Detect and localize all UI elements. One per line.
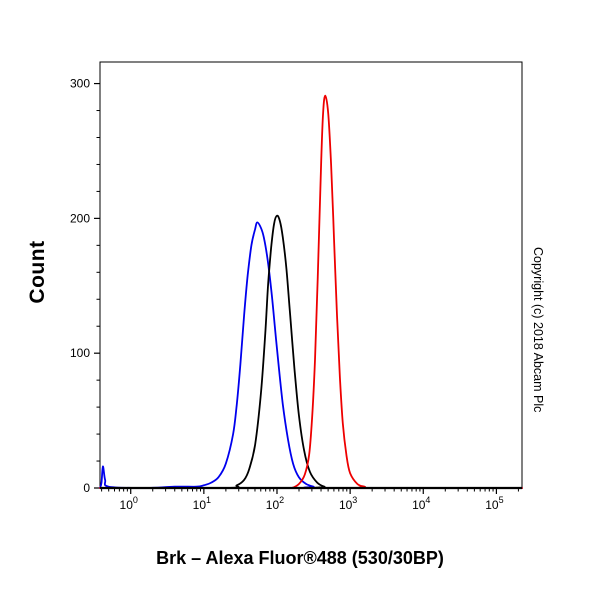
x-tick-label: 104 <box>412 495 430 512</box>
y-tick-label: 200 <box>70 211 90 225</box>
x-tick-label: 105 <box>485 495 503 512</box>
curve-brk-alexa-fluor-488-red <box>99 94 523 489</box>
y-tick-label: 300 <box>70 77 90 91</box>
curve-negative-control-blue <box>99 221 523 489</box>
curve-isotype-control-black <box>99 214 523 489</box>
x-tick-label: 101 <box>193 495 211 512</box>
x-tick-label: 102 <box>266 495 284 512</box>
chart-title: Brk – Alexa Fluor®488 (530/30BP) <box>156 548 444 568</box>
x-tick-label: 100 <box>120 495 138 512</box>
y-tick-label: 0 <box>83 481 90 495</box>
x-tick-label: 103 <box>339 495 357 512</box>
copyright-text: Copyright (c) 2018 Abcam Plc <box>531 247 545 413</box>
y-tick-label: 100 <box>70 346 90 360</box>
